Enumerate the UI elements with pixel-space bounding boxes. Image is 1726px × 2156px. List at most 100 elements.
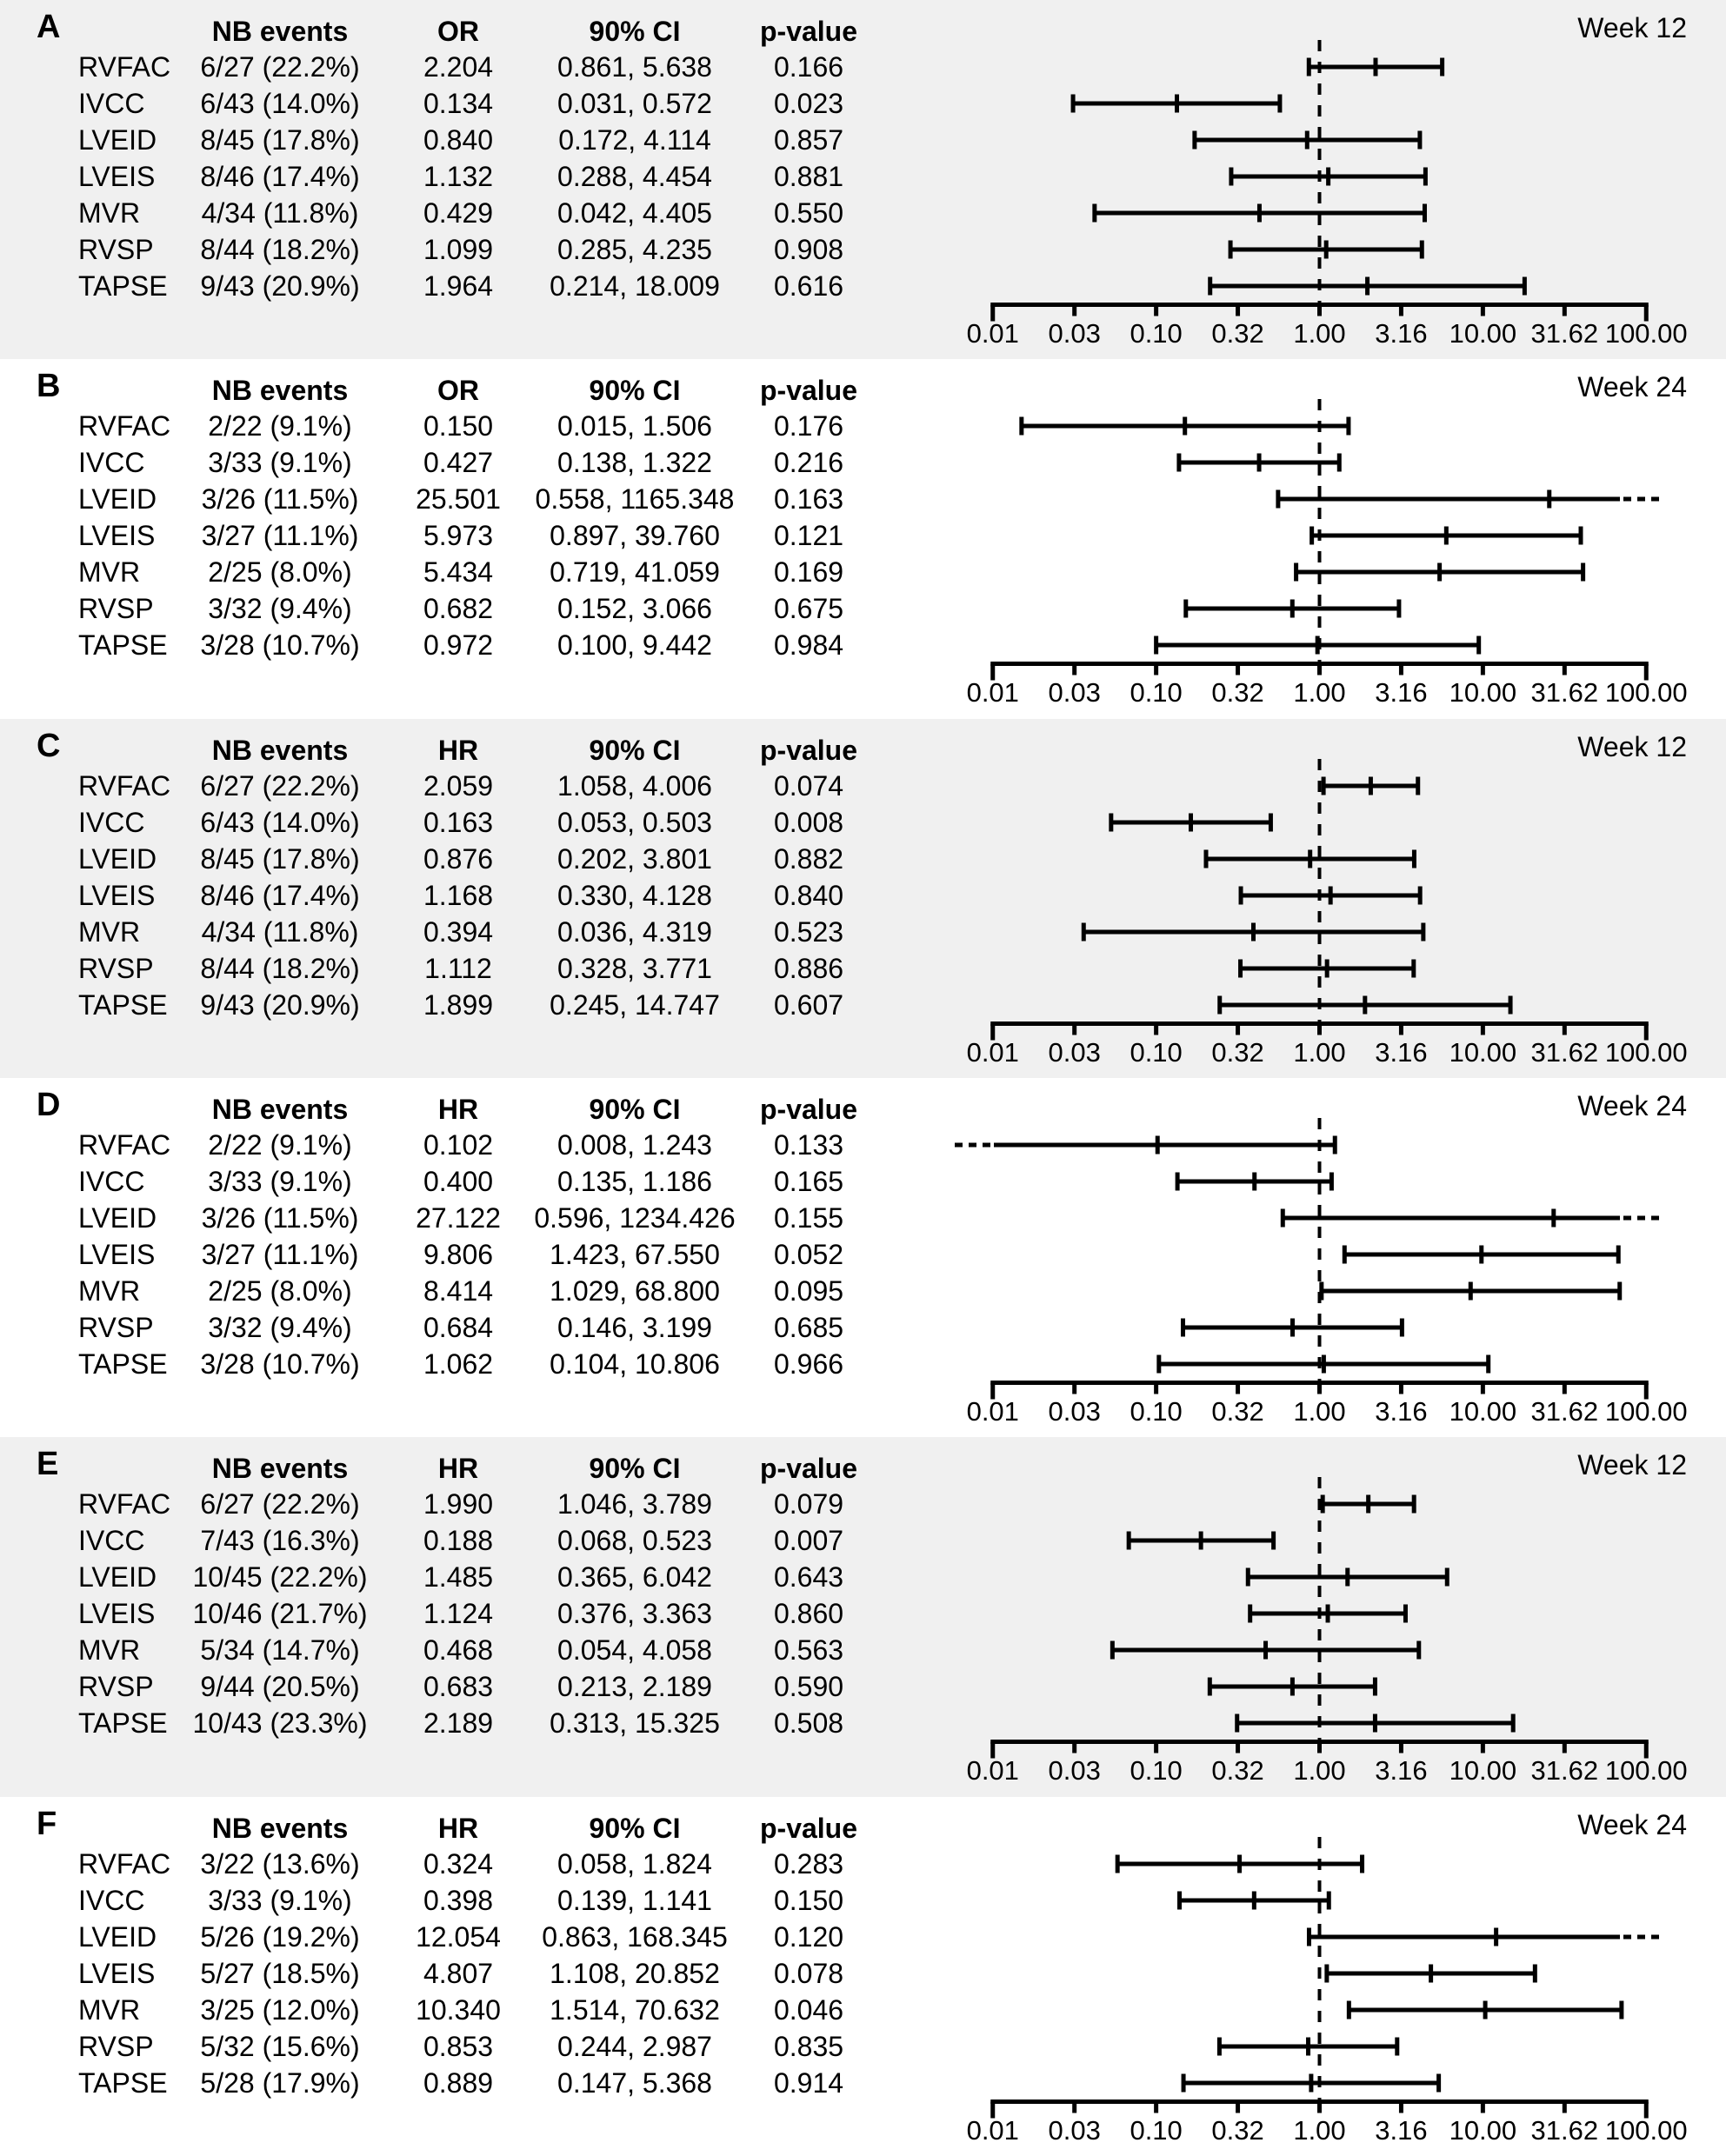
x-axis-tick-label: 0.32 [1211,677,1263,708]
p-value: 0.966 [773,1348,844,1380]
nb-events-value: 5/32 (15.6%) [200,2030,360,2062]
effect-estimate-value: 4.807 [423,1957,494,1989]
panel-E: E Week 12 NB events HR 90% CI p-value RVFAC 6/2… [0,1437,1726,1797]
nb-events-value: 2/25 (8.0%) [208,556,352,589]
x-axis-tick-label: 0.10 [1130,1755,1182,1786]
header-ci: 90% CI [589,1094,681,1125]
ci-value: 0.245, 14.747 [550,988,720,1021]
effect-estimate-value: 0.427 [423,447,494,479]
p-value: 0.860 [773,1598,844,1630]
effect-estimate-value: 0.840 [423,124,494,156]
ci-value: 0.138, 1.322 [557,447,712,479]
ci-value: 0.376, 3.363 [557,1598,712,1630]
effect-estimate-value: 1.132 [423,161,494,192]
x-axis-tick-label: 0.32 [1211,1037,1263,1068]
p-value: 0.023 [773,88,844,119]
ci-value: 0.008, 1.243 [557,1129,712,1161]
ci-value: 1.108, 20.852 [550,1957,720,1989]
nb-events-value: 8/44 (18.2%) [200,234,360,265]
effect-estimate-value: 2.204 [423,51,494,83]
row-label: LVEID [78,842,157,875]
ci-value: 0.015, 1.506 [557,410,712,443]
effect-estimate-value: 10.340 [416,1993,501,2026]
effect-estimate-value: 0.889 [423,2066,494,2099]
header-effect: HR [437,1453,479,1485]
effect-estimate-value: 0.429 [423,197,494,229]
ci-value: 0.172, 4.114 [558,124,711,156]
ci-value: 0.863, 168.345 [542,1920,728,1953]
ci-value: 0.147, 5.368 [557,2066,712,2099]
row-label: LVEIS [78,1598,156,1630]
ci-value: 0.031, 0.572 [557,88,712,119]
ci-value: 0.288, 4.454 [557,161,712,192]
p-value: 0.163 [773,483,844,516]
forest-plot-B: 0.01 0.03 0.10 0.32 1.00 3.16 10.00 31.62 100.00 [967,399,1688,708]
effect-estimate-value: 25.501 [416,483,501,516]
panel-letter: D [37,1087,61,1123]
nb-events-value: 6/43 (14.0%) [200,88,360,119]
x-axis-tick-label: 10.00 [1449,1037,1517,1068]
nb-events-value: 5/34 (14.7%) [200,1634,360,1667]
nb-events-value: 3/27 (11.1%) [201,1239,359,1270]
row-label: IVCC [78,1525,145,1557]
nb-events-value: 3/33 (9.1%) [208,1884,352,1916]
x-axis-tick-label: 1.00 [1293,677,1345,708]
p-value: 0.840 [773,879,844,911]
x-axis-tick-label: 0.32 [1211,2115,1263,2146]
ci-value: 1.029, 68.800 [550,1275,720,1307]
effect-estimate-value: 1.168 [423,879,494,911]
p-value: 0.133 [773,1129,844,1161]
effect-estimate-value: 0.682 [423,593,494,625]
x-axis-tick-label: 1.00 [1293,1755,1345,1786]
row-label: TAPSE [78,629,168,662]
row-label: TAPSE [78,2066,168,2099]
x-axis-tick-label: 0.03 [1049,318,1101,349]
effect-estimate-value: 1.485 [423,1561,494,1594]
effect-estimate-value: 0.134 [423,88,494,119]
p-value: 0.074 [773,769,844,802]
nb-events-value: 5/28 (17.9%) [200,2066,360,2099]
week-label: Week 12 [1577,12,1687,43]
nb-events-value: 8/46 (17.4%) [200,879,360,911]
ci-value: 0.152, 3.066 [557,593,712,625]
ci-value: 0.068, 0.523 [557,1525,712,1557]
p-value: 0.563 [773,1634,844,1667]
p-value: 0.882 [773,842,844,875]
p-value: 0.550 [773,197,844,229]
panel-B: B Week 24 NB events OR 90% CI p-value RVFAC 2/2… [0,359,1726,719]
ci-value: 0.100, 9.442 [557,629,712,662]
p-value: 0.984 [773,629,844,662]
nb-events-value: 3/28 (10.7%) [200,629,360,662]
header-nb-events: NB events [211,1094,349,1125]
x-axis-tick-label: 0.32 [1211,1396,1263,1427]
p-value: 0.169 [773,556,844,589]
row-label: MVR [78,556,141,589]
p-value: 0.095 [773,1275,844,1307]
row-label: MVR [78,197,141,229]
x-axis-tick-label: 0.10 [1130,1396,1182,1427]
ci-value: 1.058, 4.006 [557,769,712,802]
row-label: RVFAC [78,1129,171,1161]
nb-events-value: 10/46 (21.7%) [192,1598,368,1630]
row-label: LVEIS [78,520,156,552]
x-axis-tick-label: 0.03 [1049,2115,1101,2146]
header-nb-events: NB events [211,16,349,47]
effect-estimate-value: 0.394 [423,915,494,948]
ci-value: 0.214, 18.009 [550,270,720,302]
x-axis-tick-label: 100.00 [1605,1037,1688,1068]
row-label: LVEID [78,1202,157,1234]
row-label: LVEID [78,1920,157,1953]
ci-value: 0.042, 4.405 [557,197,712,229]
effect-estimate-value: 5.973 [423,520,494,552]
nb-events-value: 5/26 (19.2%) [200,1920,360,1953]
header-p-value: p-value [759,1812,858,1844]
row-label: MVR [78,1634,141,1667]
effect-estimate-value: 0.163 [423,806,494,838]
row-label: RVFAC [78,410,171,443]
effect-estimate-value: 1.899 [423,988,494,1021]
nb-events-value: 7/43 (16.3%) [200,1525,360,1557]
nb-events-value: 3/25 (12.0%) [200,1993,360,2026]
p-value: 0.150 [773,1884,844,1916]
effect-estimate-value: 0.468 [423,1634,494,1667]
p-value: 0.508 [773,1707,844,1740]
